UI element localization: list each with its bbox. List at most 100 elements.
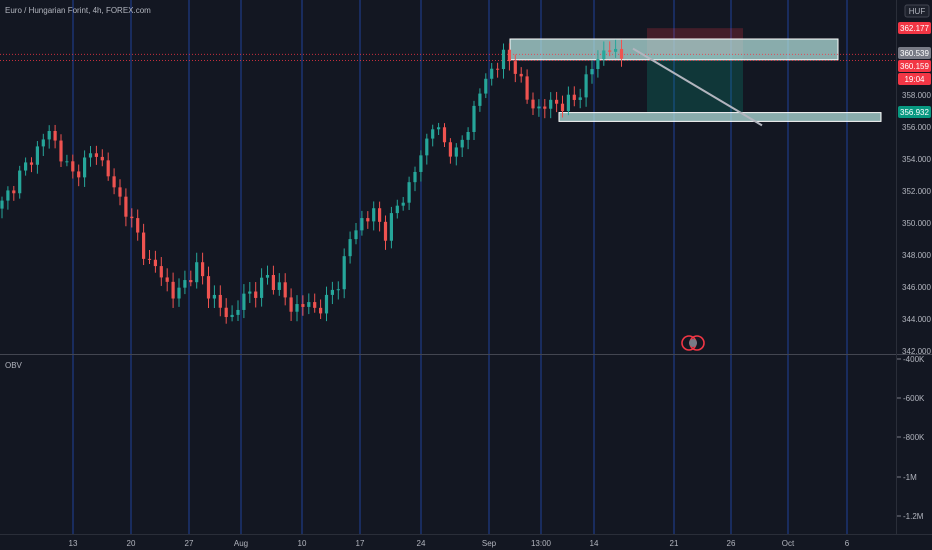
time-axis[interactable]: 13 20 27 Aug 10 17 24 Sep 13:00 14 21 26 Oct 6 [69,539,850,548]
time-tick-label: 21 [670,539,679,548]
candle [177,278,181,307]
candle [466,127,470,150]
candle [437,122,441,135]
candle [560,95,565,118]
chart-title: Euro / Hungarian Forint, 4h, FOREX.com [5,6,151,15]
candle [496,62,500,78]
candle [366,211,370,229]
price-tick-label: 356.000 [902,123,931,132]
candle [608,41,612,57]
candle [578,88,582,109]
price-badge: 356.932 [898,106,931,118]
time-tick-label: 27 [185,539,194,548]
candle [206,266,211,308]
price-badge-label: 360.539 [900,49,929,58]
price-tick-label: 358.000 [902,91,931,100]
candle [295,295,299,322]
candle [413,166,417,192]
time-tick-label: Aug [234,539,248,548]
candle [614,39,618,58]
candle [224,298,228,324]
candle [189,270,193,287]
candle [47,125,51,149]
candle [513,54,517,83]
candle [183,270,187,295]
candle [454,143,458,166]
candle [260,268,264,307]
candle [431,124,435,147]
time-tick-label: 13:00 [531,539,552,548]
price-tick-label: 350.000 [902,219,931,228]
price-tick-label: 342.000 [902,347,931,356]
time-tick-label: 26 [727,539,736,548]
candle [271,265,275,295]
candle [395,199,399,219]
obv-axis[interactable]: -400K -600K -800K -1M -1.2M [897,355,925,521]
time-tick-label: 24 [417,539,426,548]
candle [171,272,175,308]
price-badge-label: 362.177 [900,24,929,33]
replay-icon[interactable] [681,335,705,351]
candle [407,176,411,210]
resistance-zone[interactable] [509,38,839,61]
candle [301,295,305,316]
candle [88,146,93,167]
candle [230,305,234,322]
candle [283,273,287,306]
take-profit-area[interactable] [647,54,743,113]
candle [543,98,547,119]
candle [442,123,447,147]
candle [265,265,270,285]
time-tick-label: 13 [69,539,78,548]
drawing-tools[interactable] [0,28,896,122]
candle [29,157,34,173]
currency-badge: HUF [904,4,930,18]
time-tick-label: 20 [127,539,136,548]
time-tick-label: Oct [782,539,795,548]
candle [525,69,529,104]
candle [490,63,494,86]
price-badge-label: 360.159 [900,62,929,71]
candle [389,206,393,249]
candle [519,67,523,83]
candle [41,133,45,156]
candle [531,92,535,115]
candle [165,268,169,292]
candle [53,124,57,149]
projection-overlay[interactable] [632,47,763,127]
price-tick-label: 352.000 [902,187,931,196]
price-axis[interactable]: 358.000 356.000 354.000 352.000 350.000 348.0… [902,91,931,356]
candle [336,281,340,300]
candle [537,99,541,117]
candle [59,134,63,168]
candle [313,293,317,313]
price-badge: 362.177 [898,22,931,34]
price-badge-label: 19:04 [904,75,925,84]
candle [354,222,358,245]
time-tick-label: 10 [298,539,307,548]
obv-tick-label: -800K [903,433,925,442]
candle [419,150,423,182]
candle [124,188,128,227]
support-zone[interactable] [558,112,882,122]
candle [472,100,476,141]
candle [212,285,216,309]
currency-label: HUF [909,7,926,16]
candle [372,201,376,231]
time-tick-label: 17 [356,539,365,548]
candle [201,252,205,285]
price-tick-label: 348.000 [902,251,931,260]
price-tick-label: 346.000 [902,283,931,292]
candle [71,154,75,179]
candle [6,186,10,210]
candle [584,65,588,107]
projection-line[interactable] [632,47,763,127]
candle [348,231,352,264]
candle [18,165,22,199]
candle [0,196,4,219]
candle [566,86,570,116]
candle [153,250,157,273]
obv-tick-label: -1M [903,473,917,482]
candle [248,282,252,303]
